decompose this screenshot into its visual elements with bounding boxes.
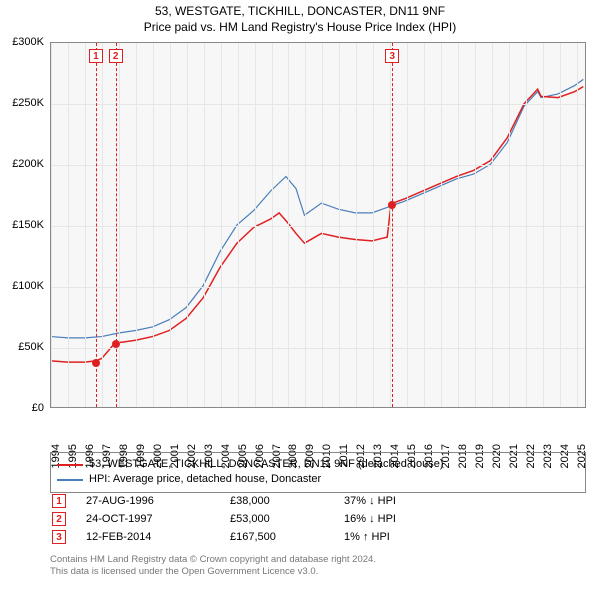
marker-dot: [112, 340, 120, 348]
marker-box: 3: [385, 49, 399, 63]
grid-line-v: [407, 43, 408, 407]
grid-line-v: [560, 43, 561, 407]
marker-line: [392, 43, 393, 407]
grid-line-v: [272, 43, 273, 407]
grid-line-v: [339, 43, 340, 407]
grid-line-v: [238, 43, 239, 407]
grid-line-h: [51, 226, 585, 227]
marker-line: [116, 43, 117, 407]
table-date: 24-OCT-1997: [86, 513, 226, 525]
table-date: 27-AUG-1996: [86, 495, 226, 507]
grid-line-v: [255, 43, 256, 407]
plot-area: 12 3: [50, 42, 586, 408]
grid-line-v: [68, 43, 69, 407]
grid-line-v: [356, 43, 357, 407]
y-tick-label: £150K: [12, 219, 44, 231]
y-tick-label: £100K: [12, 280, 44, 292]
table-price: £167,500: [230, 531, 340, 543]
grid-line-v: [475, 43, 476, 407]
grid-line-v: [221, 43, 222, 407]
table-pct: 1% ↑ HPI: [344, 531, 454, 543]
marker-dot: [388, 201, 396, 209]
grid-line-v: [543, 43, 544, 407]
series-property: [51, 87, 583, 362]
marker-box: 2: [109, 49, 123, 63]
footer: Contains HM Land Registry data © Crown c…: [50, 554, 586, 579]
marker-dot: [92, 359, 100, 367]
table-pct: 37% ↓ HPI: [344, 495, 454, 507]
table-date: 12-FEB-2014: [86, 531, 226, 543]
grid-line-v: [373, 43, 374, 407]
chart-lines: [51, 43, 585, 407]
grid-line-v: [153, 43, 154, 407]
x-axis: 1994199519961997199819992000200120022003…: [50, 410, 586, 448]
series-hpi: [51, 79, 583, 337]
legend-label: HPI: Average price, detached house, Donc…: [89, 472, 321, 487]
table-marker: 1: [52, 494, 66, 508]
legend: 53, WESTGATE, TICKHILL, DONCASTER, DN11 …: [50, 452, 586, 493]
table-pct: 16% ↓ HPI: [344, 513, 454, 525]
grid-line-v: [102, 43, 103, 407]
grid-line-v: [509, 43, 510, 407]
table-row: 1 27-AUG-1996 £38,000 37% ↓ HPI: [50, 492, 586, 510]
grid-line-h: [51, 104, 585, 105]
title-sub: Price paid vs. HM Land Registry's House …: [0, 20, 600, 36]
grid-line-v: [492, 43, 493, 407]
footer-line1: Contains HM Land Registry data © Crown c…: [50, 554, 586, 566]
grid-line-v: [305, 43, 306, 407]
grid-line-v: [119, 43, 120, 407]
legend-swatch: [57, 464, 83, 466]
grid-line-v: [288, 43, 289, 407]
y-tick-label: £0: [32, 402, 44, 414]
grid-line-v: [458, 43, 459, 407]
grid-line-v: [322, 43, 323, 407]
grid-line-v: [204, 43, 205, 407]
marker-table: 1 27-AUG-1996 £38,000 37% ↓ HPI 2 24-OCT-1997…: [50, 492, 586, 546]
table-row: 2 24-OCT-1997 £53,000 16% ↓ HPI: [50, 510, 586, 528]
grid-line-h: [51, 348, 585, 349]
legend-row: HPI: Average price, detached house, Donc…: [57, 472, 579, 487]
table-price: £53,000: [230, 513, 340, 525]
table-marker: 2: [52, 512, 66, 526]
footer-line2: This data is licensed under the Open Gov…: [50, 566, 586, 578]
legend-label: 53, WESTGATE, TICKHILL, DONCASTER, DN11 …: [89, 457, 444, 472]
grid-line-v: [441, 43, 442, 407]
title-block: 53, WESTGATE, TICKHILL, DONCASTER, DN11 …: [0, 0, 600, 35]
grid-line-v: [526, 43, 527, 407]
grid-line-v: [85, 43, 86, 407]
y-tick-label: £250K: [12, 97, 44, 109]
y-tick-label: £200K: [12, 158, 44, 170]
chart-container: 53, WESTGATE, TICKHILL, DONCASTER, DN11 …: [0, 0, 600, 590]
table-row: 3 12-FEB-2014 £167,500 1% ↑ HPI: [50, 528, 586, 546]
legend-swatch: [57, 479, 83, 481]
legend-row: 53, WESTGATE, TICKHILL, DONCASTER, DN11 …: [57, 457, 579, 472]
grid-line-v: [424, 43, 425, 407]
grid-line-v: [187, 43, 188, 407]
table-marker: 3: [52, 530, 66, 544]
grid-line-h: [51, 165, 585, 166]
grid-line-v: [136, 43, 137, 407]
grid-line-v: [51, 43, 52, 407]
y-tick-label: £50K: [18, 341, 44, 353]
grid-line-v: [390, 43, 391, 407]
marker-box: 1: [89, 49, 103, 63]
grid-line-h: [51, 287, 585, 288]
table-price: £38,000: [230, 495, 340, 507]
y-tick-label: £300K: [12, 36, 44, 48]
marker-line: [96, 43, 97, 407]
y-axis: £0£50K£100K£150K£200K£250K£300K: [0, 42, 48, 408]
grid-line-v: [170, 43, 171, 407]
grid-line-v: [577, 43, 578, 407]
title-main: 53, WESTGATE, TICKHILL, DONCASTER, DN11 …: [0, 4, 600, 20]
